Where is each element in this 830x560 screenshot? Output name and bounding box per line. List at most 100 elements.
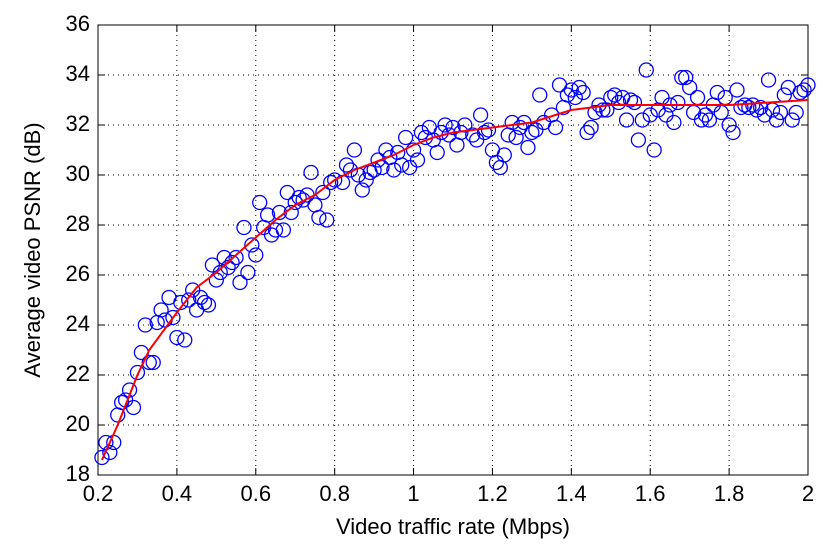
data-point — [311, 209, 327, 226]
data-point — [338, 157, 355, 173]
data-point — [398, 129, 414, 146]
fit-line — [101, 99, 809, 461]
x-tick-label: 1.2 — [477, 481, 508, 506]
data-point — [583, 119, 599, 136]
x-axis-label: Video traffic rate (Mbps) — [336, 514, 570, 539]
data-point — [595, 102, 611, 118]
data-point — [303, 164, 319, 181]
y-tick-label: 18 — [66, 461, 90, 486]
x-tick-label: 1.8 — [714, 481, 745, 506]
data-point — [405, 142, 422, 158]
data-point — [563, 82, 579, 98]
data-point — [145, 354, 161, 371]
data-point — [630, 132, 647, 148]
data-point — [275, 222, 292, 238]
data-point — [153, 302, 169, 318]
data-point — [504, 114, 520, 131]
data-point — [102, 444, 118, 461]
data-point — [607, 87, 623, 103]
data-point — [626, 94, 643, 111]
data-point — [618, 112, 635, 128]
y-tick-label: 34 — [66, 61, 90, 86]
data-point — [409, 152, 426, 168]
data-point — [547, 119, 564, 136]
data-point — [745, 97, 761, 113]
data-point — [796, 82, 812, 98]
data-point — [125, 399, 142, 416]
data-point — [129, 364, 146, 381]
plot-frame — [97, 24, 809, 476]
data-point — [465, 127, 481, 143]
data-point — [244, 237, 260, 253]
data-point — [768, 112, 785, 128]
data-point — [342, 162, 359, 178]
data-point — [693, 112, 710, 128]
data-point — [315, 184, 331, 201]
data-point — [291, 189, 307, 206]
data-point — [248, 247, 264, 263]
data-point — [567, 89, 583, 106]
x-tick-label: 1.6 — [635, 481, 666, 506]
data-point — [697, 107, 714, 123]
data-point — [354, 182, 370, 198]
x-tick-label: 1.4 — [556, 481, 587, 506]
y-tick-label: 22 — [66, 361, 90, 386]
data-point — [733, 99, 749, 116]
data-point — [709, 84, 725, 101]
data-point — [212, 264, 228, 281]
data-point — [760, 72, 777, 88]
data-point — [638, 62, 654, 78]
data-point — [358, 172, 374, 188]
data-point — [532, 87, 548, 103]
data-point — [169, 329, 185, 346]
x-tick-label: 0.4 — [162, 481, 193, 506]
data-point — [788, 104, 804, 121]
data-point — [240, 264, 256, 281]
x-tick-label: 1 — [407, 481, 419, 506]
data-point — [445, 119, 461, 136]
data-point — [252, 194, 268, 211]
data-point — [437, 117, 453, 133]
data-point — [741, 99, 757, 116]
data-point — [575, 84, 591, 101]
data-point — [236, 219, 252, 236]
data-point — [165, 309, 181, 326]
x-tick-label: 0.2 — [83, 481, 114, 506]
data-point — [94, 449, 110, 466]
data-point — [173, 294, 189, 311]
data-point — [413, 124, 430, 141]
x-tick-label: 2 — [802, 481, 814, 506]
y-axis-label: Average video PSNR (dB) — [20, 122, 45, 377]
data-point — [571, 79, 587, 96]
data-point — [177, 332, 193, 348]
data-point — [228, 249, 244, 266]
data-point — [524, 124, 540, 141]
data-point — [622, 92, 639, 108]
data-point — [670, 94, 686, 111]
data-point — [753, 99, 769, 116]
data-point — [678, 69, 694, 86]
data-point — [611, 94, 627, 111]
x-tick-label: 0.6 — [240, 481, 271, 506]
data-point — [259, 207, 276, 223]
data-point — [520, 139, 536, 156]
data-point — [346, 142, 363, 158]
data-point — [508, 129, 524, 146]
data-point — [224, 254, 240, 271]
data-point — [642, 107, 658, 123]
data-point — [579, 124, 595, 141]
data-point — [370, 152, 386, 168]
y-tick-label: 32 — [66, 111, 90, 136]
x-tick-label: 0.8 — [319, 481, 350, 506]
y-tick-label: 26 — [66, 261, 90, 286]
data-point — [323, 174, 339, 191]
plot-area — [98, 25, 808, 475]
data-point — [181, 292, 197, 308]
data-point — [772, 104, 789, 121]
data-point — [701, 112, 718, 128]
y-tick-label: 24 — [66, 311, 90, 336]
y-tick-label: 28 — [66, 211, 90, 236]
y-tick-label: 30 — [66, 161, 90, 186]
